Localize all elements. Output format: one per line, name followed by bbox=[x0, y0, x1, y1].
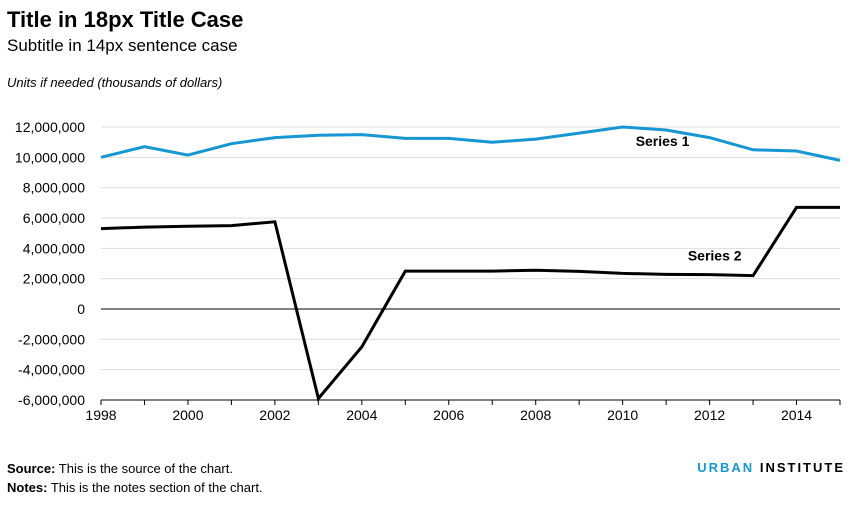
source-text: This is the source of the chart. bbox=[58, 461, 233, 476]
y-tick-label: 4,000,000 bbox=[23, 240, 85, 256]
notes-label: Notes: bbox=[7, 480, 48, 495]
notes-text: This is the notes section of the chart. bbox=[50, 480, 263, 495]
chart-title: Title in 18px Title Case bbox=[7, 7, 244, 32]
y-tick-label: 0 bbox=[77, 301, 85, 317]
x-tick-label: 2002 bbox=[259, 407, 290, 423]
y-tick-label: -4,000,000 bbox=[18, 362, 85, 378]
series-line-1 bbox=[100, 125, 841, 162]
x-tick-label: 2012 bbox=[694, 407, 725, 423]
y-tick-label: -2,000,000 bbox=[18, 331, 85, 347]
y-tick-label: -6,000,000 bbox=[18, 392, 85, 408]
y-tick-label: 6,000,000 bbox=[23, 210, 85, 226]
series-label-1: Series 1 bbox=[636, 133, 690, 149]
chart-subtitle: Subtitle in 14px sentence case bbox=[7, 36, 238, 55]
y-tick-label: 12,000,000 bbox=[15, 119, 85, 135]
source-note: Source: This is the source of the chart. bbox=[7, 460, 233, 477]
series-labels: Series 1 Series 2 bbox=[636, 133, 742, 264]
x-axis: 1998 2000 2002 2004 2006 2008 2010 2012 2014 bbox=[85, 399, 841, 423]
series-line-2 bbox=[100, 205, 840, 402]
x-tick-label: 2010 bbox=[607, 407, 638, 423]
series-label-2: Series 2 bbox=[688, 247, 742, 263]
source-label: Source: bbox=[7, 461, 56, 476]
x-tick-label: 2008 bbox=[520, 407, 551, 423]
line-chart: 12,000,000 10,000,000 8,000,000 6,000,000 4,… bbox=[15, 119, 841, 423]
logo-word-institute: INSTITUTE bbox=[759, 460, 845, 475]
y-tick-label: 2,000,000 bbox=[23, 271, 85, 287]
grid-lines bbox=[101, 126, 840, 401]
x-tick-label: 2000 bbox=[172, 407, 203, 423]
x-tick-label: 1998 bbox=[85, 407, 116, 423]
series-lines bbox=[100, 125, 841, 402]
urban-institute-logo: URBAN INSTITUTE bbox=[697, 460, 845, 475]
logo-word-urban: URBAN bbox=[697, 460, 755, 475]
x-tick-label: 2014 bbox=[781, 407, 812, 423]
y-tick-label: 10,000,000 bbox=[15, 149, 85, 165]
y-axis: 12,000,000 10,000,000 8,000,000 6,000,000 4,… bbox=[15, 119, 85, 408]
x-tick-label: 2004 bbox=[346, 407, 377, 423]
units-label: Units if needed (thousands of dollars) bbox=[7, 75, 223, 90]
x-tick-label: 2006 bbox=[433, 407, 464, 423]
notes-note: Notes: This is the notes section of the … bbox=[7, 479, 263, 496]
y-tick-label: 8,000,000 bbox=[23, 180, 85, 196]
